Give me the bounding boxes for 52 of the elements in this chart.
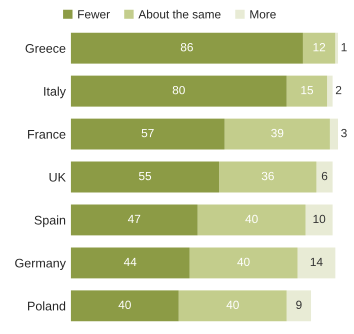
bar <box>224 118 330 150</box>
bar <box>70 162 220 192</box>
bar <box>70 118 225 150</box>
data-label: 14 <box>310 258 323 266</box>
data-label: 40 <box>118 300 131 310</box>
bar <box>70 290 179 322</box>
data-label: 40 <box>226 300 239 310</box>
y-tick-label: UK <box>50 172 66 182</box>
data-label: 12 <box>313 43 326 52</box>
bar <box>302 32 336 64</box>
data-label: 55 <box>138 172 152 180</box>
y-tick-label: Poland <box>28 301 66 310</box>
bar <box>306 204 333 236</box>
bar <box>286 290 312 322</box>
data-label: 39 <box>271 128 284 138</box>
data-label: 47 <box>128 214 140 224</box>
y-tick-label: Germany <box>15 258 66 270</box>
data-label: 2 <box>336 86 342 94</box>
bar <box>178 290 287 322</box>
bar <box>327 76 333 107</box>
bar <box>70 247 190 278</box>
data-label: 10 <box>313 214 326 224</box>
data-label: 6 <box>322 172 328 180</box>
bar <box>298 247 336 278</box>
bar <box>316 162 333 192</box>
data-label: 80 <box>172 86 185 94</box>
data-label: 57 <box>142 129 154 138</box>
data-label: 40 <box>237 258 250 266</box>
bar <box>70 204 198 236</box>
data-label: 3 <box>341 128 347 138</box>
bar <box>190 247 298 278</box>
bar <box>70 32 303 64</box>
data-label: 36 <box>262 172 274 180</box>
y-tick-label: Spain <box>34 215 66 228</box>
data-label: 1 <box>342 43 347 52</box>
bar <box>286 76 328 107</box>
y-tick-label: Greece <box>26 44 66 53</box>
data-label: 86 <box>180 43 193 52</box>
data-label: 15 <box>301 86 314 94</box>
y-tick-label: Italy <box>44 86 66 98</box>
bar <box>198 204 306 236</box>
data-label: 9 <box>296 300 302 310</box>
bar <box>70 76 287 107</box>
bar <box>330 118 338 150</box>
bar <box>335 32 338 64</box>
bar <box>219 162 316 192</box>
y-tick-label: France <box>28 130 66 139</box>
data-label: 40 <box>245 214 258 224</box>
legend-label: More <box>250 10 276 18</box>
legend-label: About the same <box>138 10 221 18</box>
legend-label: Fewer <box>78 10 110 18</box>
data-label: 44 <box>124 258 136 266</box>
